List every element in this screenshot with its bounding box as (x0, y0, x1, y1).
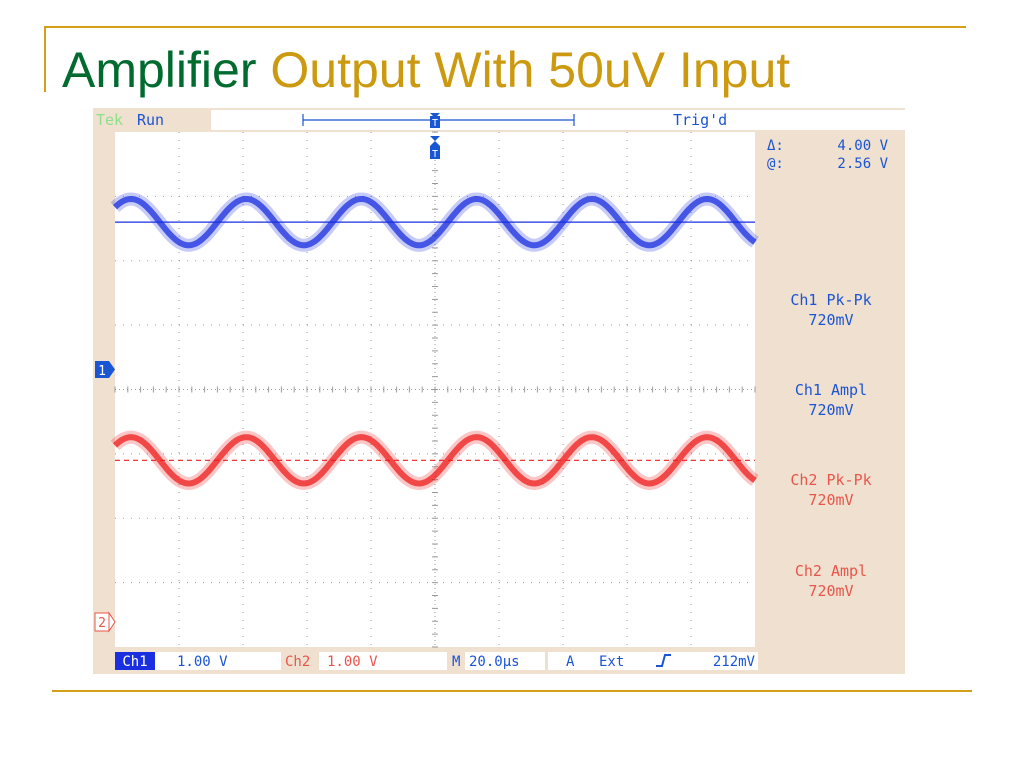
trigger-state: Trig'd (673, 111, 727, 129)
cursor-delta-label: Δ: (767, 138, 784, 154)
ch2-scale: 1.00 V (327, 654, 378, 670)
measurement-value: 720mV (808, 582, 853, 600)
ch2-waveform (112, 434, 757, 487)
waveforms (110, 192, 760, 490)
svg-text:2: 2 (98, 616, 106, 631)
ch1-waveform (112, 196, 757, 249)
title-accent-bar (44, 26, 46, 92)
oscilloscope-screenshot: Tek Run Trig'd T T 1 2 Δ: 4.00 V @: 2.56… (93, 108, 905, 674)
measurement-ch1-pkpk: Ch1 Pk-Pk 720mV (790, 291, 871, 329)
graticule (114, 131, 756, 648)
slide-title-part2: Output With 50uV Input (270, 42, 791, 98)
ch1-ground-marker: 1 (95, 361, 115, 379)
ch1-label: Ch1 (122, 654, 147, 670)
measurement-name: Ch1 Ampl (795, 381, 867, 399)
measurement-ch2-pkpk: Ch2 Pk-Pk 720mV (790, 471, 871, 509)
trigger-position-marker: T T (430, 113, 440, 160)
ch2-ground-marker: 2 (94, 611, 116, 633)
ch1-scale: 1.00 V (177, 654, 228, 670)
measurement-name: Ch1 Pk-Pk (790, 291, 871, 309)
ch2-label: Ch2 (285, 654, 310, 670)
slide-title-part1: Amplifier (62, 42, 257, 98)
measurement-value: 720mV (808, 401, 853, 419)
measurement-value: 720mV (808, 311, 853, 329)
timebase-label: M (452, 654, 460, 670)
cursor-at-value: 2.56 V (837, 156, 888, 172)
measurement-ch2-ampl: Ch2 Ampl 720mV (795, 562, 867, 600)
rising-edge-icon (656, 654, 671, 667)
trigger-level: 212mV (713, 654, 756, 670)
slide-title: Amplifier Output With 50uV Input (62, 40, 790, 100)
measurement-name: Ch2 Pk-Pk (790, 471, 871, 489)
run-status: Run (137, 111, 164, 129)
brand-label: Tek (96, 111, 123, 129)
header-rule (44, 26, 966, 28)
timebase-scale: 20.0µs (469, 654, 520, 670)
trigger-source-label: A (566, 654, 575, 670)
cursor-at-label: @: (767, 156, 784, 172)
measurement-name: Ch2 Ampl (795, 562, 867, 580)
status-bar-left (93, 110, 208, 130)
measurement-value: 720mV (808, 491, 853, 509)
cursor-delta-value: 4.00 V (837, 138, 888, 154)
svg-text:T: T (432, 149, 438, 160)
trigger-source: Ext (599, 654, 624, 670)
svg-text:1: 1 (98, 364, 106, 379)
measurement-ch1-ampl: Ch1 Ampl 720mV (795, 381, 867, 419)
footer-rule (52, 690, 972, 692)
settings-bar: Ch1 1.00 V Ch2 1.00 V M 20.0µs A Ext 212… (115, 652, 758, 670)
svg-text:T: T (432, 118, 438, 129)
